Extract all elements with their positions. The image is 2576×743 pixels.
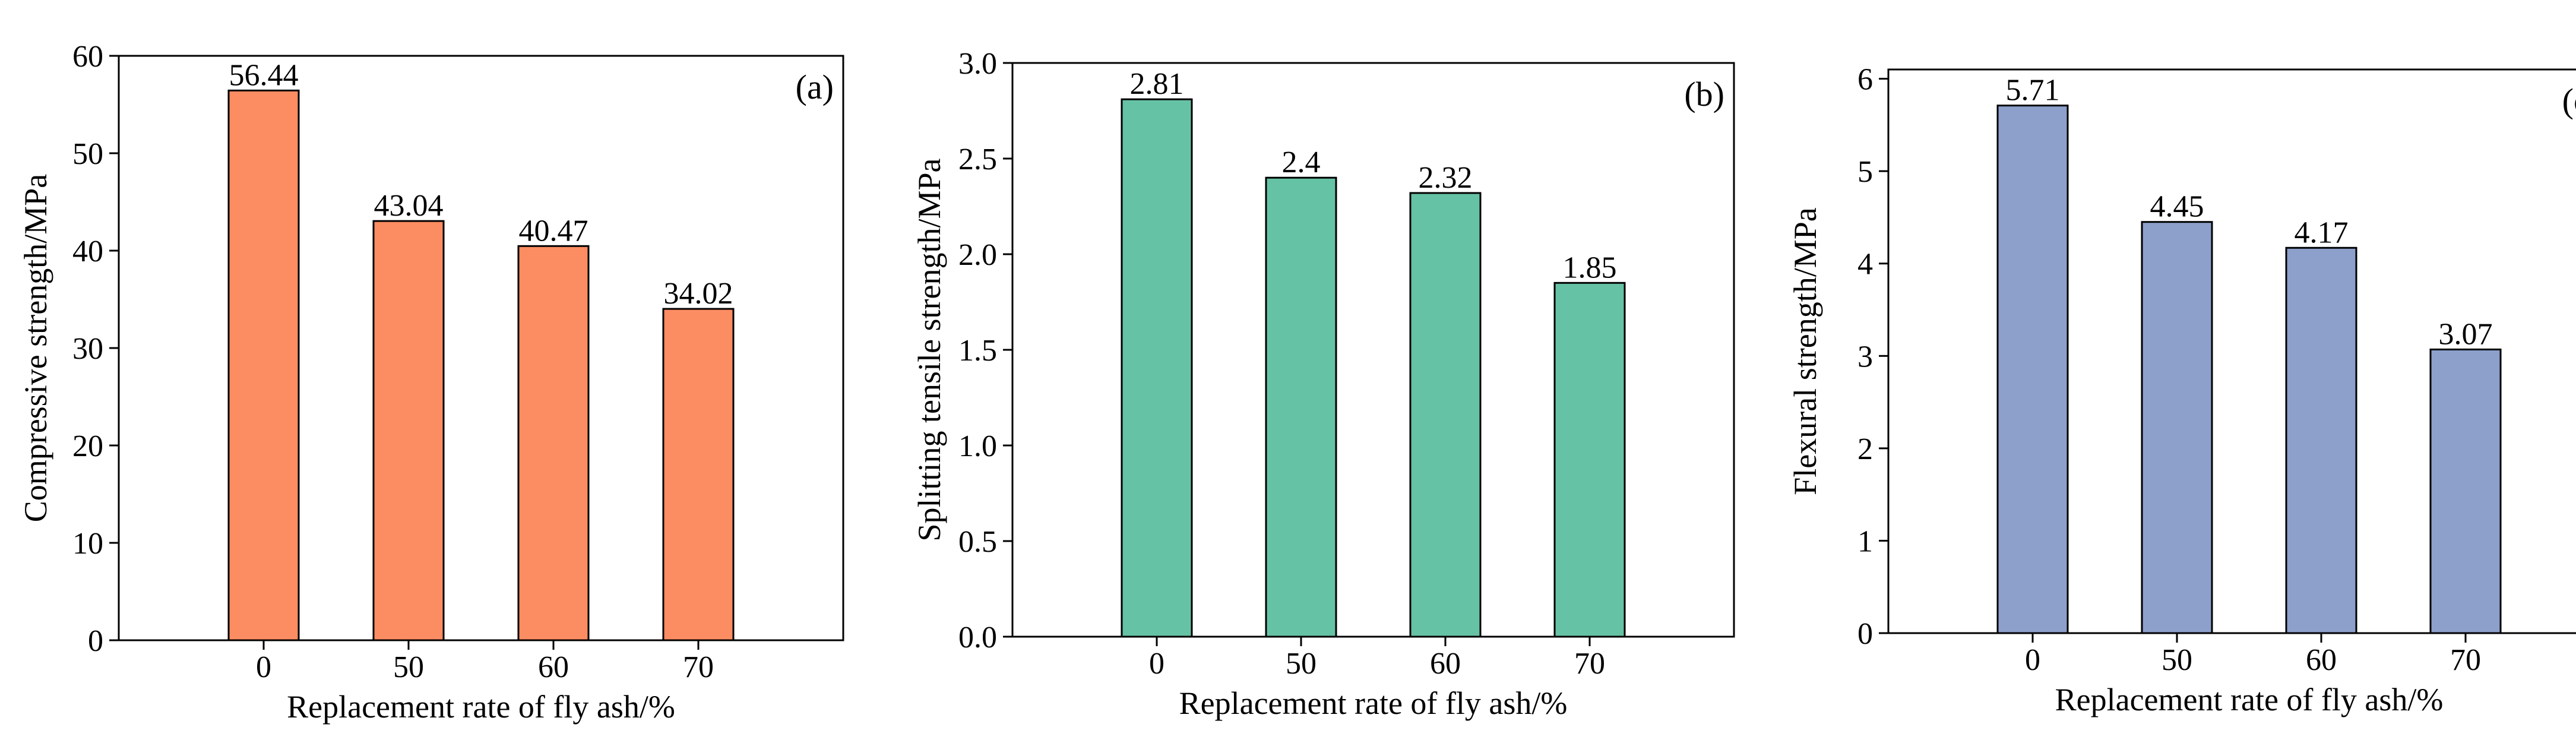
bar-70 (2429, 348, 2502, 634)
x-tick-label: 60 (1430, 647, 1461, 681)
x-tick-label: 70 (683, 650, 714, 684)
bar-70 (1553, 282, 1626, 638)
data-label-70: 34.02 (664, 277, 733, 311)
y-tick-label: 1 (1857, 524, 1873, 558)
data-label-60: 40.47 (519, 214, 588, 248)
bar-0 (1121, 98, 1193, 638)
data-label-50: 2.4 (1282, 146, 1321, 179)
data-label-60: 4.17 (2295, 216, 2349, 249)
y-axis-title: Flexural strength/MPa (1787, 207, 1823, 495)
y-tick-label: 3 (1857, 340, 1873, 374)
x-tick-label: 60 (538, 650, 569, 684)
y-tick-label: 3.0 (958, 47, 997, 81)
y-tick-label: 40 (72, 235, 103, 268)
y-tick-label: 5 (1857, 155, 1873, 189)
plot-frame (118, 55, 844, 641)
bar-60 (517, 245, 590, 641)
x-tick-label: 60 (2306, 643, 2337, 677)
y-tick-label: 0 (1857, 617, 1873, 651)
x-axis-title: Replacement rate of fly ash/% (1179, 685, 1568, 721)
bar-60 (2285, 246, 2357, 634)
x-tick-label: 70 (1574, 647, 1605, 681)
bar-70 (662, 308, 735, 641)
y-tick-label: 50 (72, 137, 103, 171)
x-tick-label: 70 (2450, 643, 2481, 677)
bar-50 (1265, 176, 1337, 638)
bar-0 (227, 89, 300, 641)
y-axis-title: Splitting tensile strength/MPa (912, 158, 947, 541)
y-tick-label: 0.0 (958, 621, 997, 655)
panel-label: (a) (796, 68, 834, 106)
data-label-50: 43.04 (374, 189, 444, 223)
y-tick-label: 2.5 (958, 143, 997, 176)
x-tick-label: 0 (2025, 643, 2040, 677)
x-tick-label: 0 (256, 650, 271, 684)
data-label-0: 2.81 (1130, 67, 1184, 101)
plot-frame (1887, 68, 2576, 634)
data-label-70: 1.85 (1563, 251, 1617, 284)
y-tick-label: 10 (72, 527, 103, 561)
y-tick-label: 4 (1857, 248, 1873, 282)
y-tick-label: 30 (72, 332, 103, 366)
x-axis-title: Replacement rate of fly ash/% (287, 689, 675, 725)
x-tick-label: 50 (2162, 643, 2192, 677)
x-tick-label: 50 (1286, 647, 1317, 681)
y-tick-label: 2 (1857, 432, 1873, 466)
bar-60 (1409, 192, 1482, 638)
data-label-0: 5.71 (2006, 74, 2060, 108)
plot-frame (1011, 62, 1735, 638)
data-label-70: 3.07 (2439, 317, 2493, 351)
x-axis-title: Replacement rate of fly ash/% (2055, 682, 2444, 717)
bar-50 (372, 220, 445, 641)
y-tick-label: 1.0 (958, 429, 997, 463)
y-tick-label: 0.5 (958, 525, 997, 559)
panel-label: (c) (2562, 81, 2576, 120)
data-label-60: 2.32 (1419, 161, 1473, 195)
x-tick-label: 0 (1149, 647, 1164, 681)
y-tick-label: 2.0 (958, 238, 997, 272)
x-tick-label: 50 (393, 650, 424, 684)
bar-50 (2141, 221, 2213, 634)
data-label-0: 56.44 (229, 58, 299, 92)
chart-panel-1: 56.44 43.04 40.47 34.02 0 10 20 30 40 50 60 0 50 60 70… (18, 40, 844, 725)
y-axis-title: Compressive strength/MPa (18, 174, 53, 522)
y-tick-label: 1.5 (958, 334, 997, 368)
y-tick-label: 20 (72, 429, 103, 463)
chart-panel-2: 2.81 2.4 2.32 1.85 0.0 0.5 1.0 1.5 2.0 2.5 3.0 0 50 6… (912, 47, 1735, 721)
y-tick-label: 6 (1857, 63, 1873, 97)
y-tick-label: 60 (72, 40, 103, 74)
bar-0 (1996, 105, 2069, 634)
panel-label: (b) (1684, 75, 1724, 113)
y-tick-label: 0 (88, 624, 103, 658)
data-label-50: 4.45 (2150, 190, 2204, 224)
